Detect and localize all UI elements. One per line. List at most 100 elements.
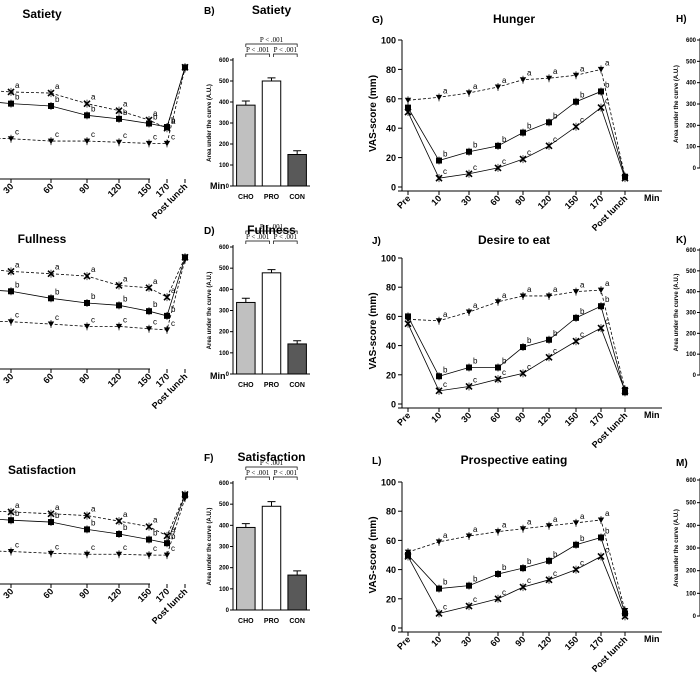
x-tick-label: 10 xyxy=(429,193,443,207)
sig-letter: a xyxy=(123,100,128,109)
sig-letter: a xyxy=(553,285,558,294)
data-point xyxy=(598,88,604,95)
category-label: CON xyxy=(289,194,305,201)
series-line xyxy=(407,106,626,179)
sig-letter: a xyxy=(55,503,60,512)
data-point xyxy=(83,138,91,145)
data-point xyxy=(7,508,15,516)
sig-letter: b xyxy=(580,534,585,543)
sig-letter: a xyxy=(605,509,610,518)
series-x: a a a a a a xyxy=(0,490,189,540)
sig-letter: a xyxy=(91,93,96,102)
data-point xyxy=(597,66,605,73)
x-tick-label: 60 xyxy=(41,181,55,195)
comparison-bracket xyxy=(245,466,298,470)
sig-letter: c xyxy=(473,595,477,604)
sig-letter: c xyxy=(91,315,95,324)
sig-letter: b xyxy=(502,563,507,572)
sig-letter: a xyxy=(171,286,176,295)
y-tick-label: 600 xyxy=(686,38,697,44)
sig-letter: c xyxy=(527,148,531,157)
series-line xyxy=(407,289,626,390)
sig-letter: c xyxy=(123,543,127,552)
data-point xyxy=(163,327,171,333)
sig-letter: b xyxy=(123,294,128,303)
error-bar xyxy=(267,501,276,507)
bar-chart-h: H) 0 100 200 300 400 500 600 Area under the curv… xyxy=(674,14,700,172)
y-tick-label: 200 xyxy=(219,330,230,336)
category-label: CHO xyxy=(238,194,254,201)
y-tick-label: 80 xyxy=(386,283,396,293)
sig-letter: b xyxy=(55,287,60,296)
x-tick-label: 30 xyxy=(459,410,473,424)
comparison-bracket xyxy=(273,476,298,480)
data-point xyxy=(573,314,579,321)
data-point xyxy=(164,540,170,547)
x-tick-label: 170 xyxy=(588,193,606,211)
data-point xyxy=(145,523,153,531)
sig-letter: c xyxy=(580,559,584,568)
data-point xyxy=(597,517,605,523)
x-tick-label: 10 xyxy=(429,634,443,648)
data-point xyxy=(145,326,153,332)
error-bar xyxy=(293,570,302,576)
data-point xyxy=(7,548,15,555)
y-tick-label: 40 xyxy=(386,565,396,575)
sig-letter: b xyxy=(15,93,20,102)
data-point xyxy=(572,289,580,295)
y-tick-label: 300 xyxy=(219,309,230,315)
series-triangle: a a a a a a a xyxy=(404,509,629,615)
y-tick-label: 0 xyxy=(693,614,697,620)
sig-letter: c xyxy=(55,542,59,551)
sig-letter: a xyxy=(123,274,128,283)
data-point xyxy=(145,552,153,559)
sig-letter: a xyxy=(553,515,558,524)
category-label: PRO xyxy=(264,194,280,201)
comparison-bracket xyxy=(245,240,270,244)
x-tick-label: 150 xyxy=(136,371,154,389)
x-tick-label: 90 xyxy=(77,371,91,385)
sig-letter: c xyxy=(15,540,19,549)
sig-letter: b xyxy=(553,329,558,338)
sig-letter: b xyxy=(605,295,610,304)
sig-letter: a xyxy=(473,301,478,310)
bar-con xyxy=(287,154,307,187)
panel-label: L) xyxy=(372,456,381,467)
sig-letter: a xyxy=(473,525,478,534)
x-tick-label: 150 xyxy=(136,586,154,604)
x-tick-label: 30 xyxy=(1,586,15,600)
y-tick-label: 400 xyxy=(219,100,230,106)
series-x: c c c c c c c xyxy=(404,97,629,183)
panel-label: B) xyxy=(204,6,215,17)
data-point xyxy=(115,107,123,115)
y-axis-label: VAS-score (mm) xyxy=(368,516,379,593)
y-tick-label: 200 xyxy=(686,331,697,337)
data-point xyxy=(405,104,411,111)
category-label: PRO xyxy=(264,618,280,625)
x-tick-label: 10 xyxy=(429,410,443,424)
p-value-label: P < .001 xyxy=(246,233,270,241)
data-point xyxy=(181,257,189,263)
sig-letter: c xyxy=(15,311,19,320)
data-point xyxy=(164,312,170,319)
sig-letter: a xyxy=(473,82,478,91)
sig-letter: a xyxy=(443,310,448,319)
line-chart-g-: Hunger G) 0 20 40 60 80 100 VAS-score (mm) Pre 10 3… xyxy=(368,12,662,233)
x-tick-label: 90 xyxy=(77,181,91,195)
y-axis-label: VAS-score (mm) xyxy=(368,75,379,152)
y-tick-label: 400 xyxy=(219,523,230,529)
x-unit-label: Min xyxy=(644,410,660,420)
y-tick-label: 600 xyxy=(219,58,230,64)
sig-letter: c xyxy=(153,318,157,327)
chart-title: Fullness xyxy=(18,232,67,246)
panel-label: G) xyxy=(372,15,383,26)
series-line xyxy=(407,90,626,177)
data-point xyxy=(621,174,629,182)
data-point xyxy=(546,336,552,343)
y-tick-label: 100 xyxy=(219,163,230,169)
data-point xyxy=(164,124,170,131)
data-point xyxy=(520,565,526,572)
sig-letter: a xyxy=(91,505,96,514)
